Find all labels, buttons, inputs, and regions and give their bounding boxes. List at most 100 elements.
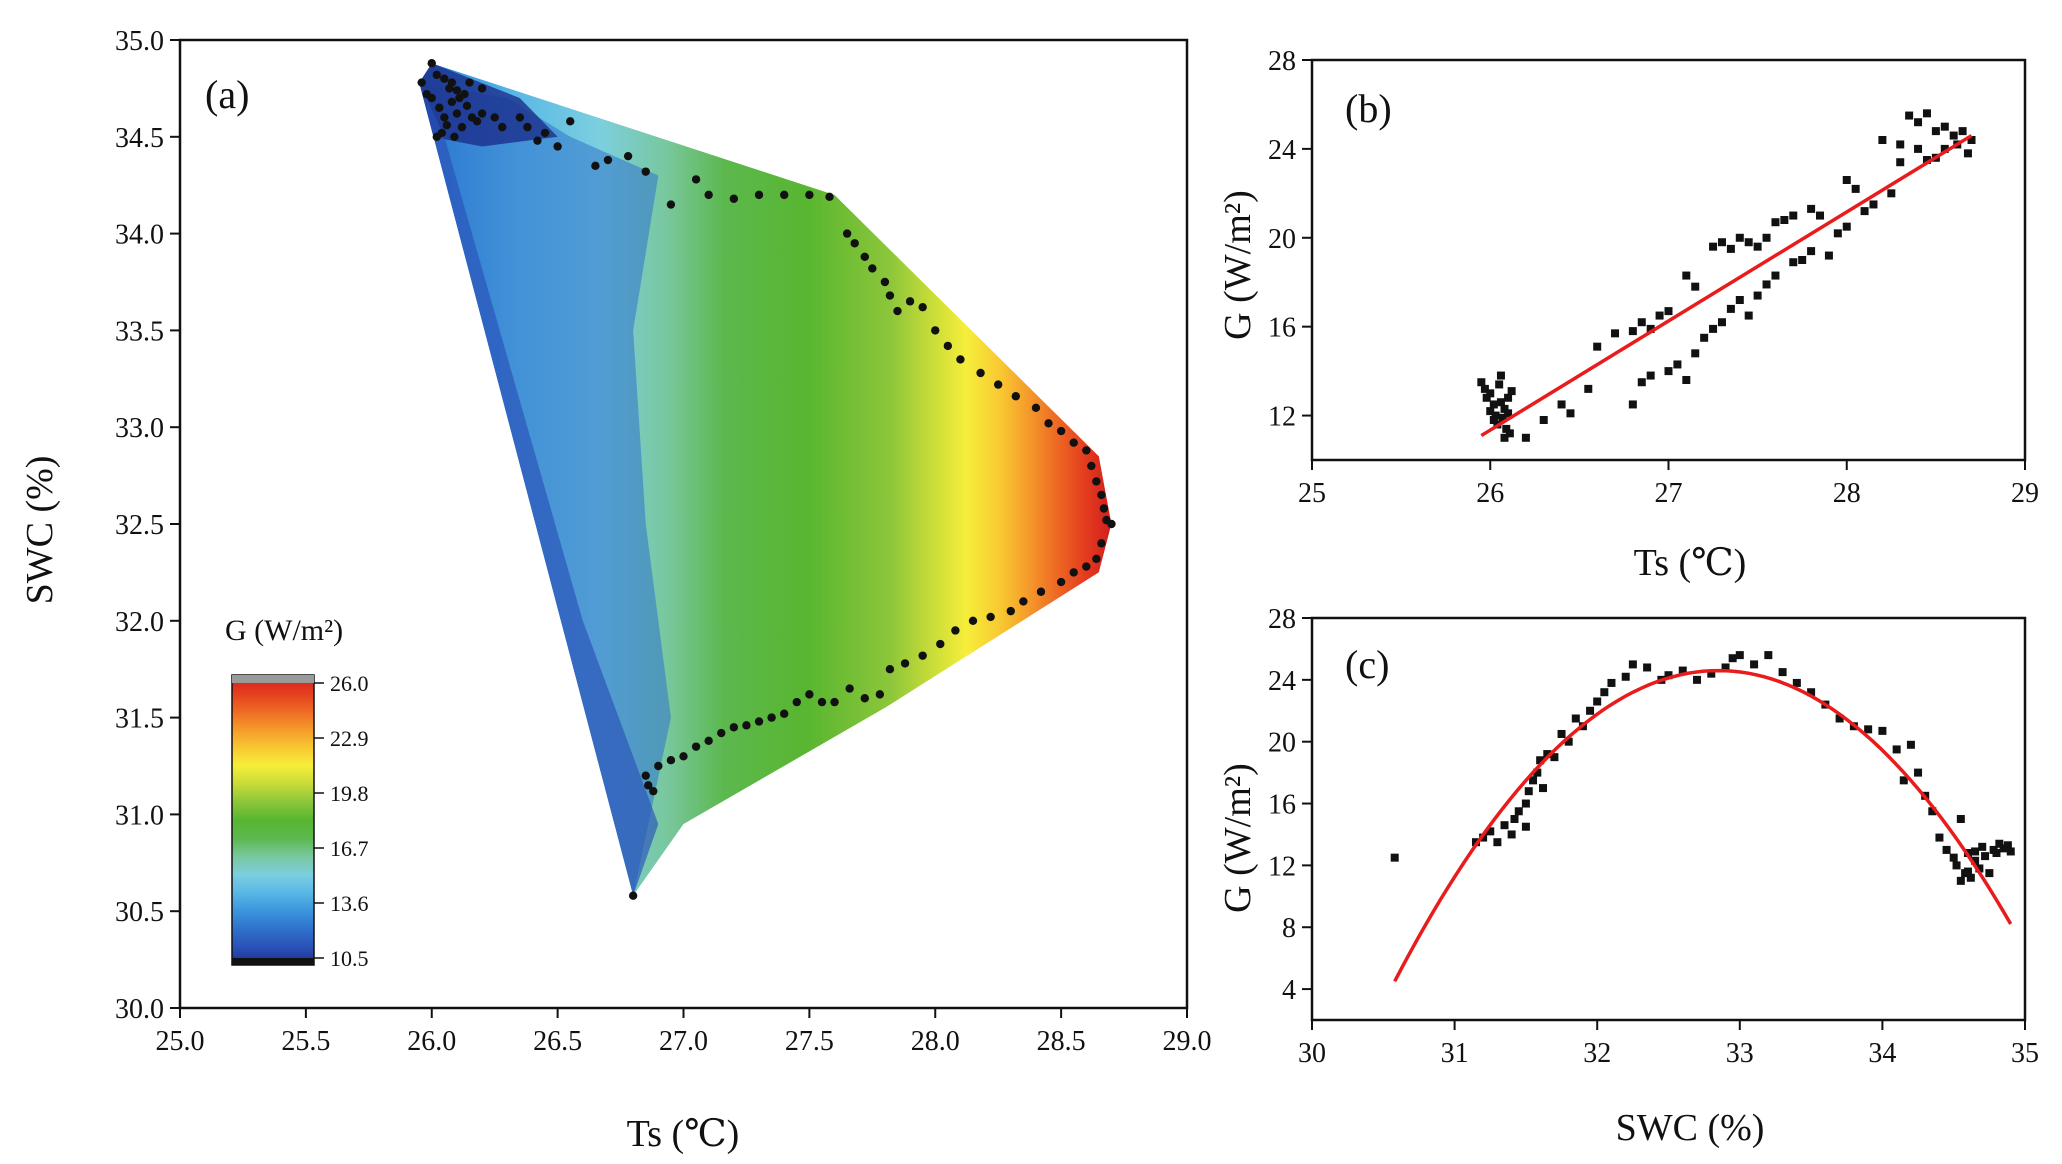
panel-b-data-point — [1482, 393, 1491, 402]
panel-b-xlabel: Ts (℃) — [1634, 542, 1747, 584]
panel-b-data-point — [1762, 233, 1771, 242]
panel-a-data-point — [498, 122, 507, 132]
panel-b-data-point — [1860, 207, 1869, 216]
panel-a-data-point — [1082, 446, 1091, 455]
panel-b-data-point — [1833, 229, 1842, 238]
panel-a-data-point — [666, 200, 676, 209]
panel-a-data-point — [490, 113, 499, 122]
panel-c-axes: 30 31 32 33 34 35 4 8 12 16 20 24 28 — [1268, 604, 2039, 1069]
panel-c-xtick-label: 33 — [1726, 1038, 1754, 1069]
panel-c-data-point — [1792, 678, 1801, 687]
panel-b-scatter-chart: 25 26 27 28 29 12 16 20 24 28 (b) Ts (℃) G (W/m²) — [1217, 46, 2039, 584]
panel-c-data-point — [1550, 753, 1559, 762]
panel-c-data-point — [1707, 669, 1716, 678]
panel-a-data-point — [1097, 490, 1106, 500]
panel-b-ytick-label: 12 — [1268, 402, 1296, 433]
panel-a-data-point — [931, 326, 940, 335]
panel-c-ytick-label: 8 — [1282, 913, 1296, 944]
panel-a-data-point — [880, 277, 890, 287]
panel-c-data-point — [1728, 654, 1737, 663]
panel-a-data-point — [477, 109, 487, 118]
panel-a-data-point — [704, 736, 713, 746]
panel-b-data-point — [1637, 378, 1646, 387]
panel-a-data-point — [427, 59, 436, 68]
panel-b-axes: 25 26 27 28 29 12 16 20 24 28 — [1268, 46, 2039, 509]
panel-b-data-point — [1940, 144, 1949, 153]
panel-c-data-point — [1500, 821, 1509, 830]
panel-c-data-point — [1906, 740, 1915, 749]
panel-c-xtick-label: 32 — [1583, 1038, 1611, 1069]
panel-a-data-point — [780, 709, 789, 718]
panel-a-data-point — [450, 132, 459, 141]
panel-a-xtick-label: 27.5 — [785, 1026, 834, 1057]
panel-a-data-point — [900, 659, 910, 668]
panel-a-data-point — [729, 194, 739, 203]
panel-a-data-point — [1069, 438, 1078, 447]
panel-c-data-point — [1914, 768, 1923, 777]
panel-a-data-point — [440, 74, 449, 83]
panel-a-xlabel: Ts (℃) — [627, 1113, 740, 1155]
panel-a-data-point — [691, 742, 701, 751]
panel-b-data-point — [1611, 329, 1620, 338]
panel-a-data-point — [842, 229, 852, 238]
panel-c-ytick-label: 20 — [1268, 728, 1296, 759]
panel-a-data-point — [460, 90, 469, 99]
panel-c-data-point — [1600, 688, 1609, 697]
panel-b-data-point — [1557, 400, 1566, 409]
panel-a-xtick-label: 29.0 — [1163, 1026, 1212, 1057]
panel-b-data-point — [1940, 122, 1949, 131]
panel-c-xtick-label: 31 — [1441, 1038, 1469, 1069]
panel-b-data-point — [1922, 109, 1931, 118]
panel-c-xtick-label: 34 — [1868, 1038, 1896, 1069]
panel-c-data-point — [1878, 726, 1887, 735]
panel-c-ytick-label: 28 — [1268, 604, 1296, 635]
colorbar-tick-label: 19.8 — [330, 781, 369, 806]
panel-a-data-point — [1056, 426, 1066, 436]
colorbar-tick-label: 10.5 — [330, 946, 369, 971]
panel-c-data-point — [1390, 853, 1399, 862]
panel-a-data-point — [905, 297, 915, 306]
panel-b-data-point — [1726, 244, 1735, 253]
panel-b-data-point — [1753, 242, 1762, 251]
panel-a-data-point — [918, 302, 927, 312]
panel-a-data-point — [936, 639, 945, 649]
panel-c-data-point — [1735, 651, 1744, 660]
panel-b-data-point — [1931, 127, 1940, 136]
panel-c-data-point — [1928, 807, 1937, 816]
panel-a-data-point — [868, 264, 877, 273]
panel-a-ytick-label: 31.5 — [115, 704, 164, 735]
panel-a-data-point — [951, 626, 960, 635]
panel-b-data-point — [1771, 218, 1780, 227]
panel-c-xtick-label: 35 — [2011, 1038, 2039, 1069]
panel-c-data-point — [1999, 844, 2008, 853]
panel-a-data-point — [956, 355, 965, 364]
panel-a-data-point — [641, 771, 650, 780]
panel-c-data-point — [1514, 807, 1523, 816]
panel-a-data-point — [845, 684, 854, 693]
panel-c-data-point — [1985, 869, 1994, 878]
panel-b-data-point — [1495, 380, 1504, 389]
panel-b-data-point — [1842, 222, 1851, 231]
panel-b-data-point — [1914, 118, 1923, 127]
panel-a-data-point — [1092, 554, 1101, 564]
panel-a-data-point — [432, 132, 441, 141]
panel-c-data-point — [1835, 714, 1844, 723]
panel-a-label: (a) — [205, 72, 249, 117]
panel-b-data-point — [1496, 398, 1505, 407]
panel-c-ytick-label: 12 — [1268, 851, 1296, 882]
panel-a-data-point — [644, 781, 653, 790]
panel-c-data-point — [1981, 852, 1990, 861]
panel-c-data-point — [1571, 714, 1580, 723]
panel-b-data-point — [1717, 318, 1726, 327]
panel-c-data-point — [1536, 756, 1545, 765]
panel-b-xtick-label: 29 — [2011, 478, 2039, 509]
colorbar — [231, 674, 315, 966]
panel-a-ytick-label: 31.0 — [115, 800, 164, 831]
panel-c-data-point — [1664, 671, 1673, 680]
panel-b-data-point — [1780, 216, 1789, 224]
panel-c-data-point — [1486, 827, 1495, 836]
colorbar-bottom-cap — [232, 958, 314, 965]
panel-b-data-point — [1744, 311, 1753, 320]
colorbar-ticks: 26.0 22.9 19.8 16.7 13.6 10.5 — [314, 671, 369, 971]
panel-c-data-point — [1864, 725, 1873, 734]
